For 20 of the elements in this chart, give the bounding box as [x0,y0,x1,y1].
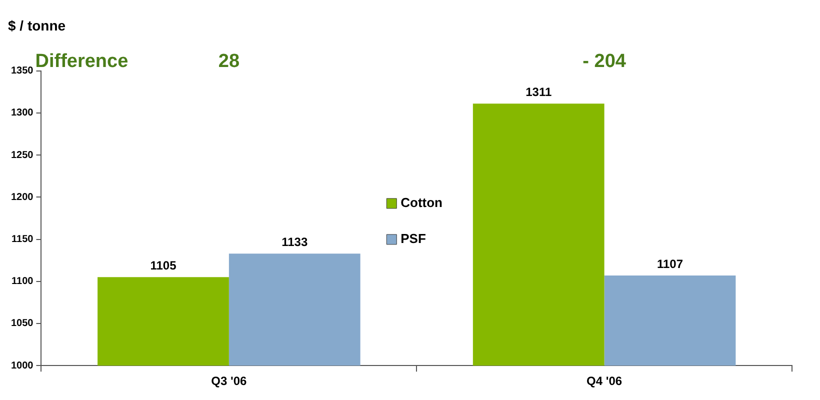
chart-title: $ / tonne [8,17,66,34]
annotation: Difference [35,50,128,72]
legend-label: Cotton [400,195,443,210]
data-label: 1133 [282,234,308,249]
y-tick-label: 1300 [10,108,34,119]
y-tick-label: 1100 [12,276,34,288]
y-tick-label: 1050 [10,318,34,330]
y-tick-label: 1150 [12,234,34,246]
y-tick-label: 1250 [10,150,34,161]
y-tick-label: 1200 [10,192,34,203]
x-tick-label: Q4 '06 [586,374,622,388]
y-tick-label: 1350 [10,66,34,77]
y-tick-label: 1000 [10,360,34,372]
legend-label: PSF [400,231,426,246]
data-label: 1311 [526,84,552,99]
x-tick-label: Q3 '06 [211,374,248,388]
data-label: 1107 [656,256,684,271]
annotation: 28 [218,50,240,72]
annotation: - 204 [582,50,626,72]
data-label: 1105 [150,258,177,272]
